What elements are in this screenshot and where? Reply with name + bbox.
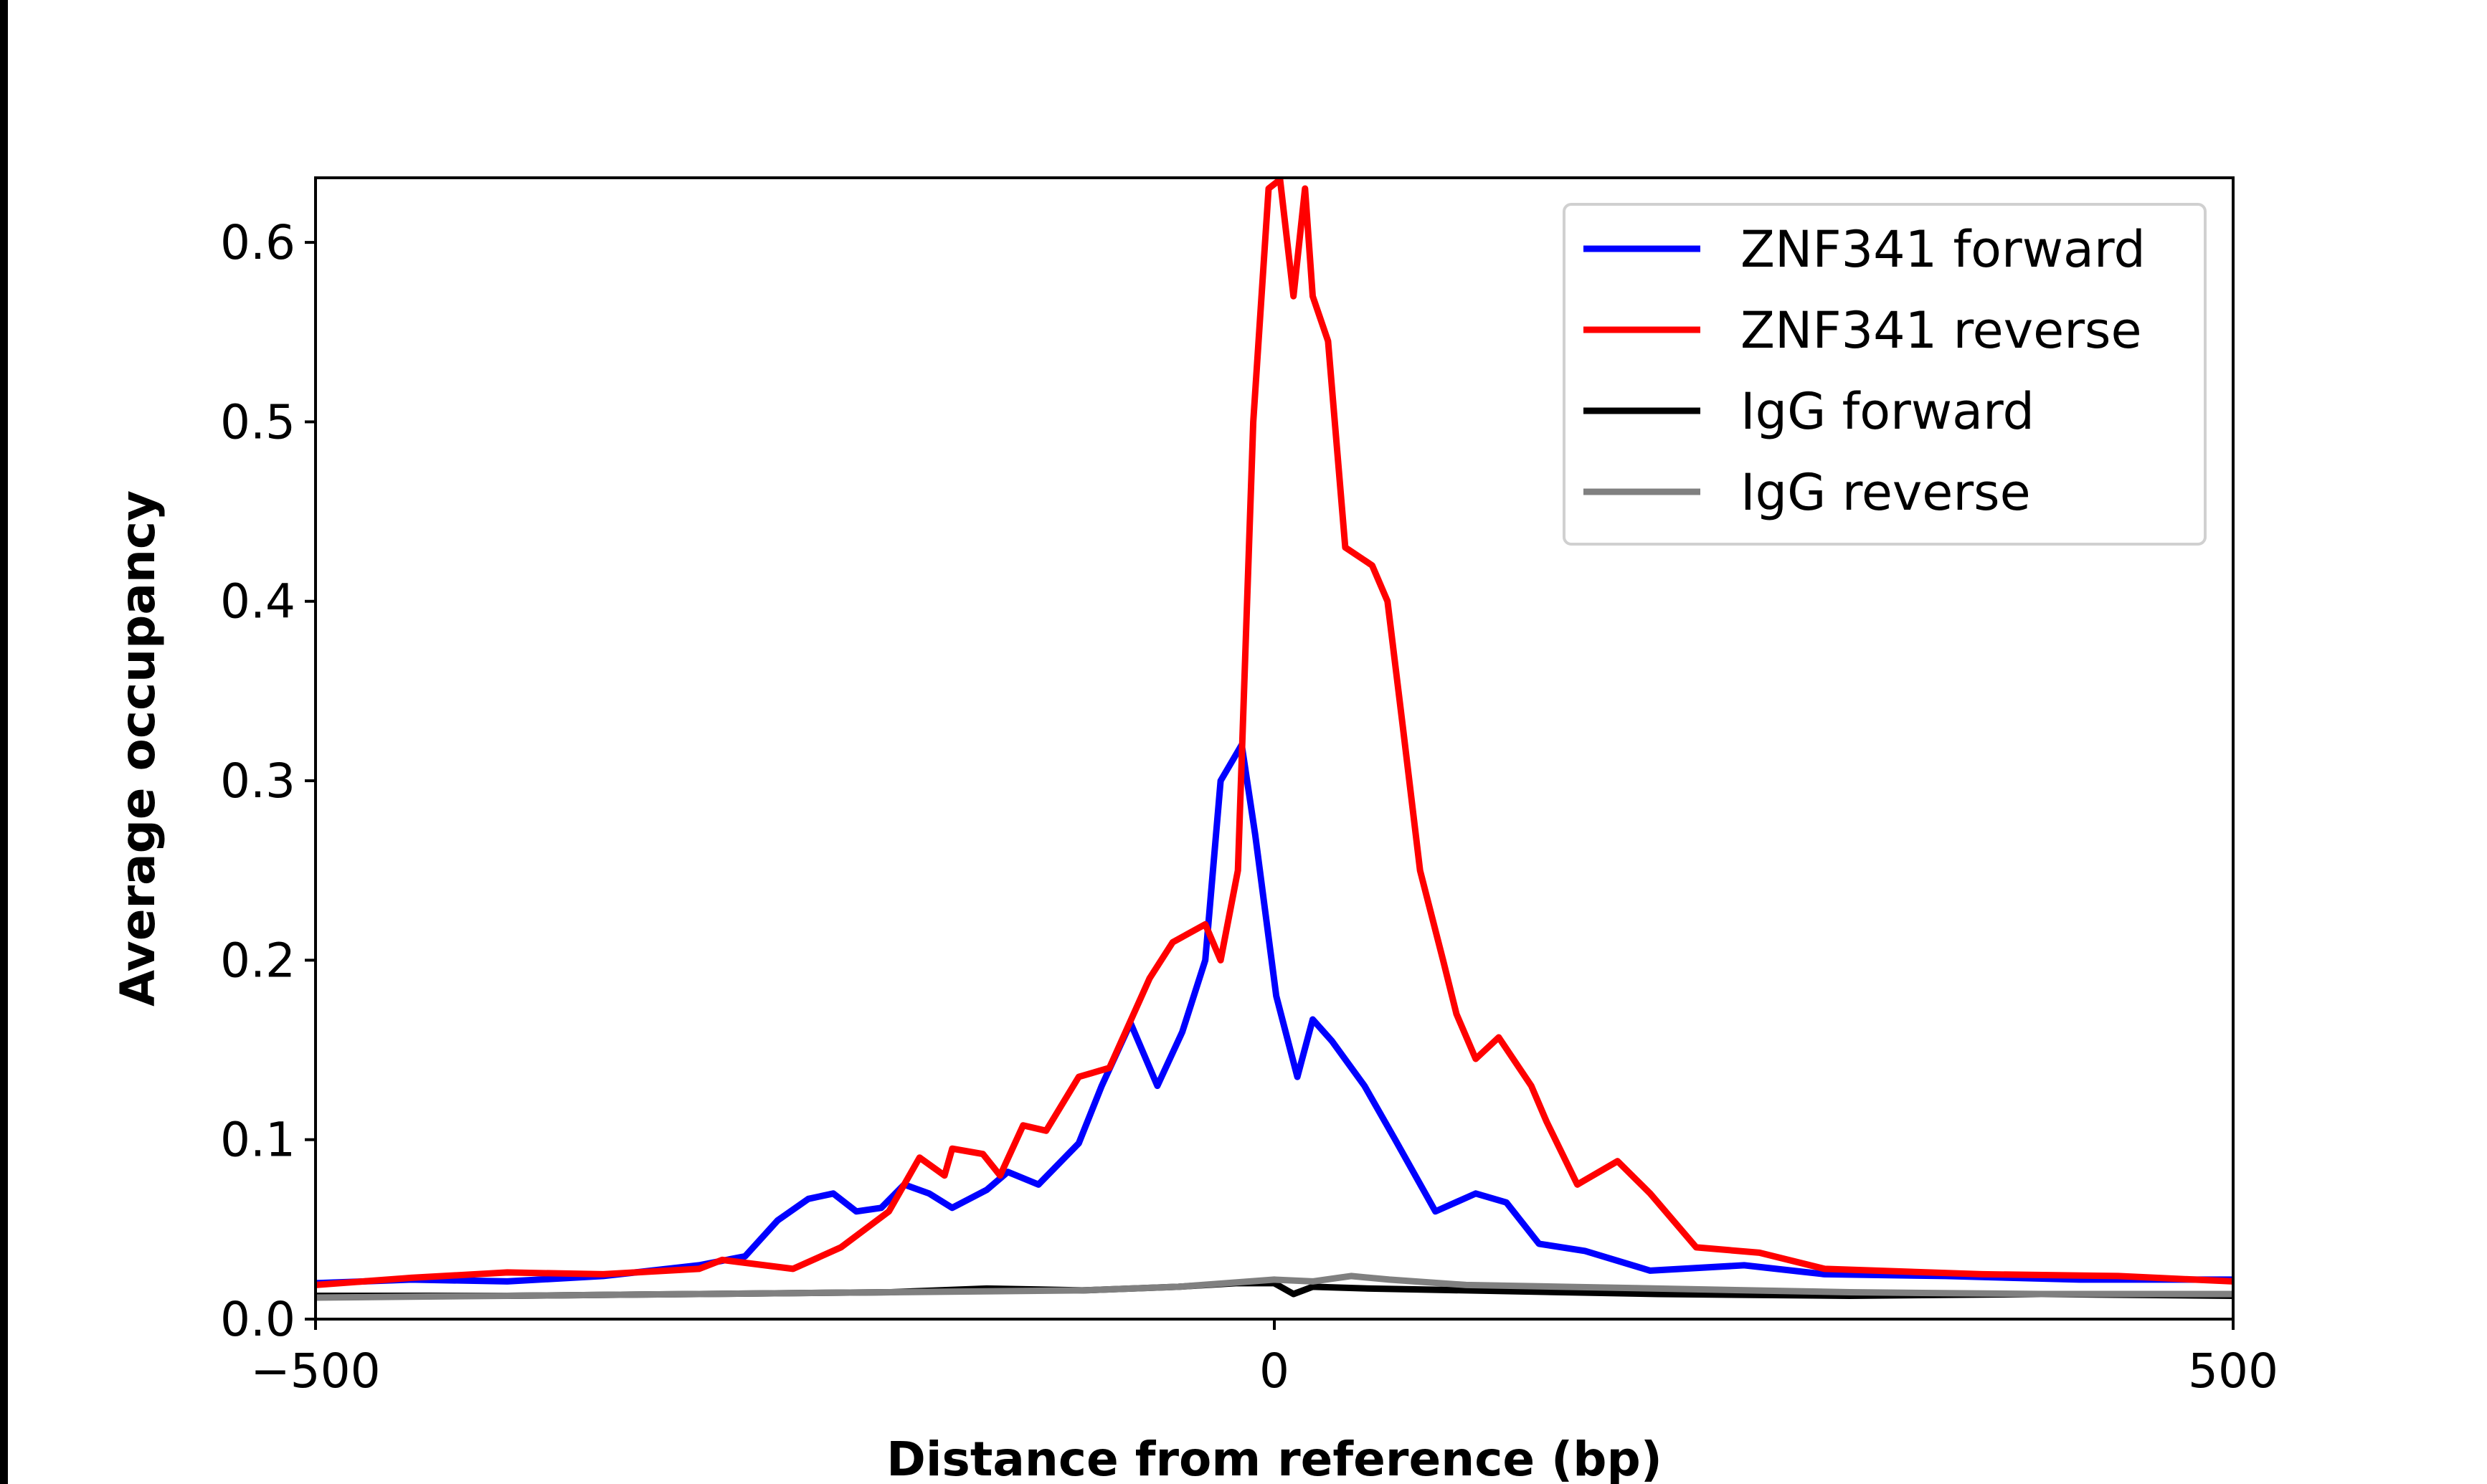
legend-label: ZNF341 forward — [1740, 220, 2146, 279]
x-tick-label: 500 — [2188, 1343, 2278, 1399]
y-tick-label: 0.0 — [220, 1292, 295, 1347]
y-tick-label: 0.5 — [220, 394, 295, 450]
y-tick-label: 0.2 — [220, 933, 295, 988]
series-lines — [315, 176, 2234, 1301]
left-border — [0, 0, 8, 1484]
axis-ticks: 0.0 0.1 0.2 0.3 0.4 0.5 0.6 −500 0 500 — [220, 215, 2278, 1399]
y-tick-label: 0.1 — [220, 1113, 295, 1168]
x-axis-label: Distance from reference (bp) — [886, 1432, 1662, 1484]
legend-label: IgG forward — [1740, 382, 2034, 441]
y-axis-label: Average occupancy — [110, 490, 166, 1007]
x-tick-label: 0 — [1259, 1343, 1289, 1399]
legend-frame — [1563, 203, 2207, 546]
legend: ZNF341 forward ZNF341 reverse IgG forward I… — [1563, 203, 2207, 546]
legend-label: ZNF341 reverse — [1740, 301, 2142, 360]
x-tick-label: −500 — [250, 1343, 380, 1399]
series-line-znf341-reverse — [315, 176, 2234, 1288]
series-line-znf341-forward — [315, 741, 2233, 1287]
y-tick-label: 0.4 — [220, 574, 295, 629]
series-line-igg-reverse — [315, 1273, 2233, 1301]
legend-label: IgG reverse — [1740, 463, 2031, 522]
y-tick-label: 0.3 — [220, 753, 295, 809]
y-tick-label: 0.6 — [220, 215, 295, 270]
